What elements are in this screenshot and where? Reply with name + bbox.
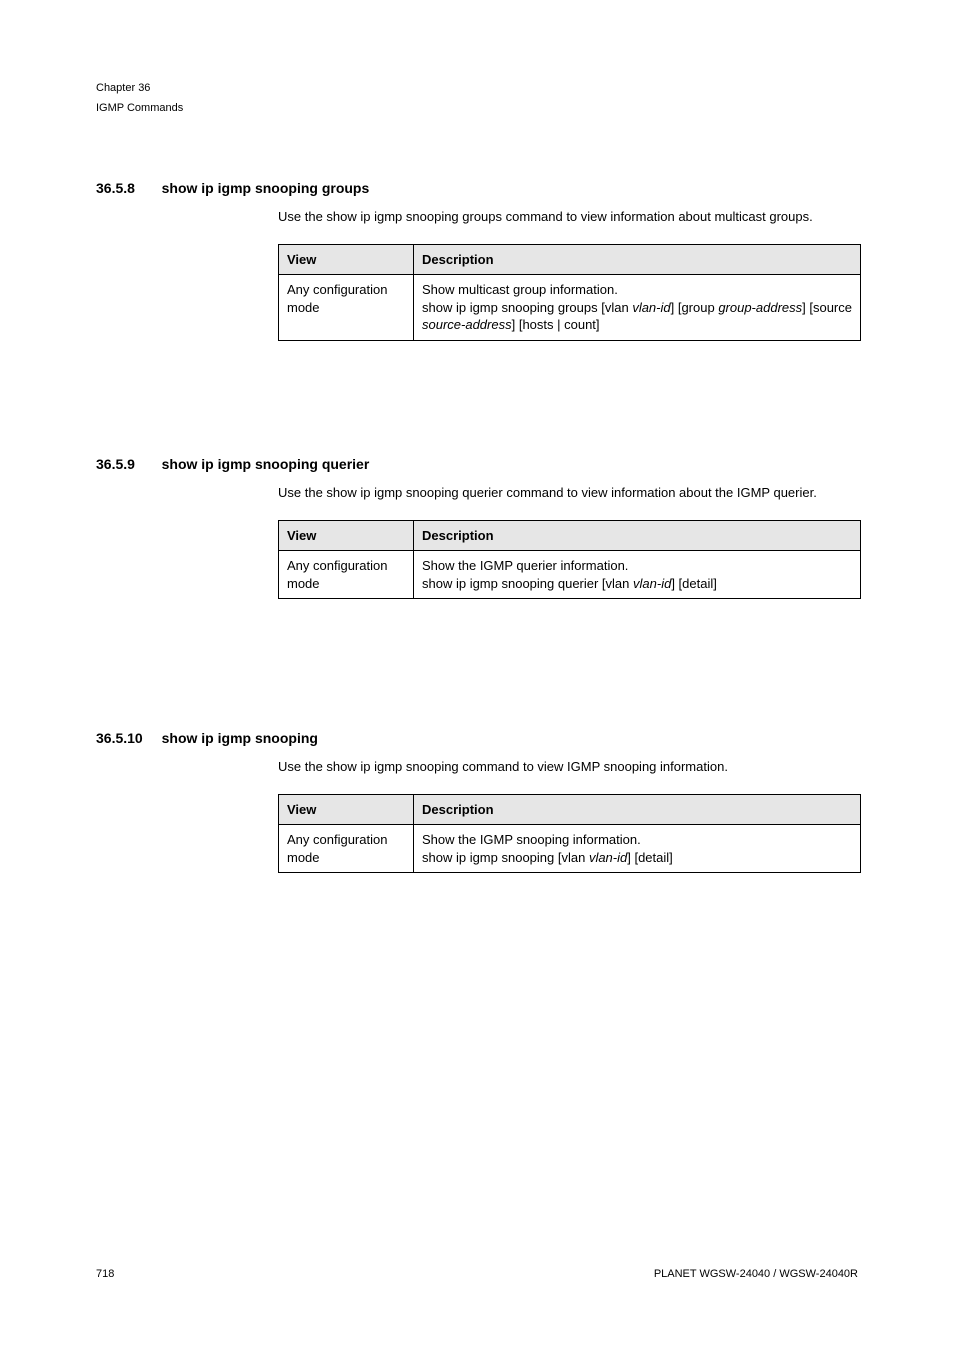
col-desc-header: Description: [414, 244, 861, 275]
cell-view: Any configuration mode: [279, 551, 414, 599]
section-2-number: 36.5.9: [96, 456, 158, 472]
col-desc-header: Description: [414, 794, 861, 825]
section-1-desc: Use the show ip igmp snooping groups com…: [278, 208, 862, 226]
section-2-desc: Use the show ip igmp snooping querier co…: [278, 484, 862, 502]
section-1-title: show ip igmp snooping groups: [162, 180, 370, 196]
table-row: Any configuration mode Show the IGMP que…: [279, 551, 861, 599]
col-desc-header: Description: [414, 520, 861, 551]
footer-page-number: 718: [96, 1268, 114, 1280]
footer-product: PLANET WGSW-24040 / WGSW-24040R: [654, 1268, 858, 1280]
cell-desc: Show the IGMP snooping information. show…: [414, 825, 861, 873]
section-2-table: View Description Any configuration mode …: [278, 520, 861, 600]
page-title: IGMP Commands: [96, 102, 183, 114]
col-view-header: View: [279, 794, 414, 825]
section-2: 36.5.9 show ip igmp snooping querier Use…: [96, 456, 862, 599]
section-1: 36.5.8 show ip igmp snooping groups Use …: [96, 180, 862, 341]
table-row: Any configuration mode Show the IGMP sno…: [279, 825, 861, 873]
cell-desc: Show multicast group information. show i…: [414, 275, 861, 341]
col-view-header: View: [279, 520, 414, 551]
table-row: Any configuration mode Show multicast gr…: [279, 275, 861, 341]
section-3-title: show ip igmp snooping: [162, 730, 318, 746]
section-2-title: show ip igmp snooping querier: [162, 456, 370, 472]
section-3-table: View Description Any configuration mode …: [278, 794, 861, 874]
section-3-desc: Use the show ip igmp snooping command to…: [278, 758, 862, 776]
table-header-row: View Description: [279, 244, 861, 275]
section-1-table: View Description Any configuration mode …: [278, 244, 861, 341]
cell-desc: Show the IGMP querier information. show …: [414, 551, 861, 599]
chapter-header: Chapter 36: [96, 82, 150, 94]
section-3-number: 36.5.10: [96, 730, 158, 746]
table-header-row: View Description: [279, 520, 861, 551]
section-3: 36.5.10 show ip igmp snooping Use the sh…: [96, 730, 862, 873]
table-header-row: View Description: [279, 794, 861, 825]
section-1-number: 36.5.8: [96, 180, 158, 196]
cell-view: Any configuration mode: [279, 275, 414, 341]
cell-view: Any configuration mode: [279, 825, 414, 873]
page-footer: 718 PLANET WGSW-24040 / WGSW-24040R: [96, 1268, 858, 1280]
col-view-header: View: [279, 244, 414, 275]
